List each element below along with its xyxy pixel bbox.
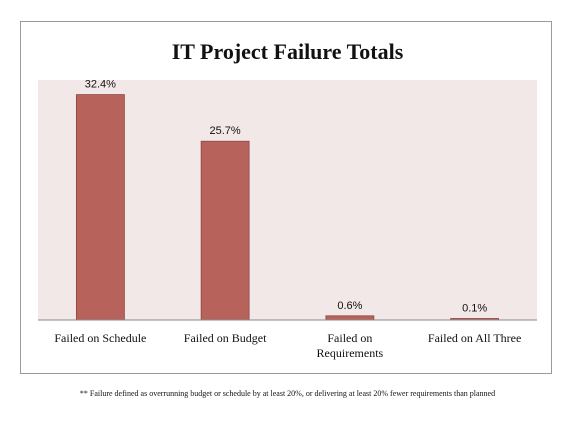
x-tick-label-line: Failed on Schedule (54, 331, 146, 345)
bar (200, 140, 250, 321)
x-tick-label-line: Failed on All Three (428, 331, 521, 345)
data-label: 0.6% (337, 300, 362, 312)
x-tick-label-line: Failed on Budget (184, 331, 267, 345)
bars-layer (75, 94, 500, 321)
data-label: 0.1% (462, 303, 487, 315)
x-tick-label: Failed on Requirements (317, 331, 384, 360)
x-tick-label-line: Requirements (317, 346, 384, 360)
bar (325, 315, 375, 321)
x-tick-label-line: Failed on (327, 331, 372, 345)
x-tick-label: Failed on Schedule (54, 331, 146, 345)
data-label: 25.7% (210, 125, 241, 137)
x-tick-label: Failed on All Three (428, 331, 521, 345)
bar (75, 94, 125, 321)
chart-title: IT Project Failure Totals (171, 39, 404, 64)
footnote: ** Failure defined as overrunning budget… (79, 389, 496, 398)
x-tick-label: Failed on Budget (184, 331, 267, 345)
labels-layer: 32.4% Failed on Schedule 25.7% Failed on Bu… (54, 79, 521, 360)
data-label: 32.4% (85, 79, 116, 91)
